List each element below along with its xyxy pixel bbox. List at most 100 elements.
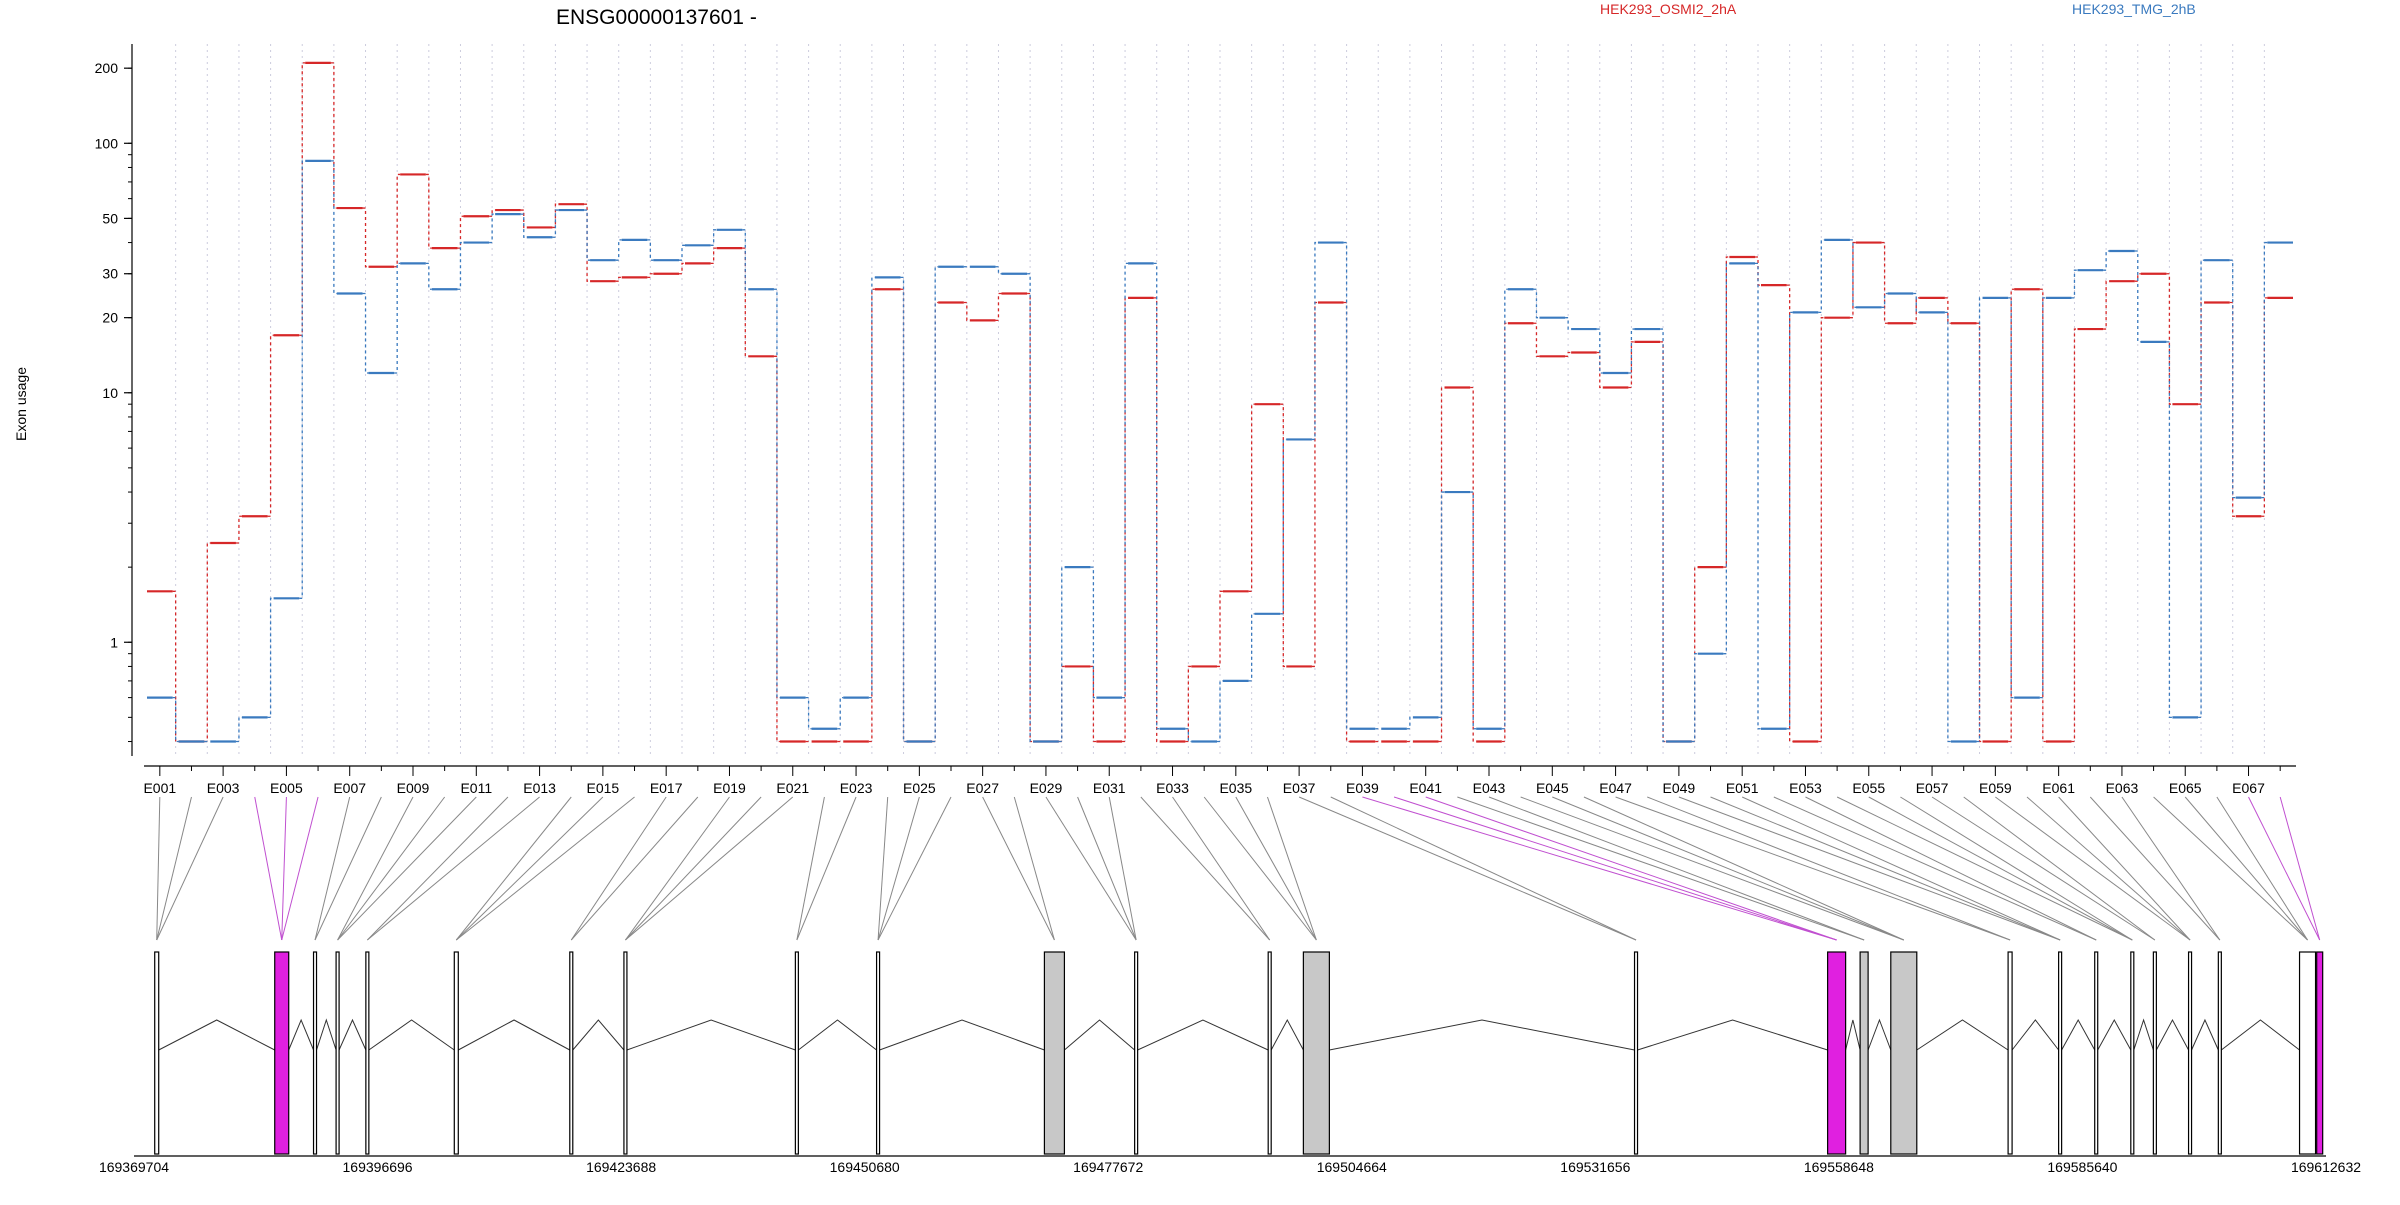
x-tick-label: E021 [776, 780, 809, 796]
series-connector [394, 262, 401, 374]
series-connector [330, 160, 337, 295]
exon-box [2316, 951, 2324, 1155]
y-tick-label: 200 [95, 60, 119, 76]
exon-connector [625, 796, 730, 941]
x-tick-label: E057 [1916, 780, 1949, 796]
x-tick-label: E059 [1979, 780, 2012, 796]
series-connector [742, 247, 749, 357]
series-connector [1944, 297, 1951, 324]
intron-line [2061, 1018, 2096, 1051]
series-connector [963, 301, 970, 322]
intron-line [1867, 1018, 1892, 1051]
series-connector [2103, 280, 2110, 330]
exon-connector [1235, 796, 1317, 941]
exon-connector [1520, 796, 1904, 941]
series-connector [1217, 680, 1223, 743]
intron-line [316, 1018, 337, 1051]
series-connector [932, 266, 939, 743]
exon-connector [1647, 796, 2011, 941]
intron-line [879, 1019, 1045, 1051]
series-connector [2134, 250, 2141, 343]
x-tick-label: E053 [1789, 780, 1822, 796]
genomic-coordinate-label: 169477672 [1073, 1159, 1143, 1175]
series-connector [457, 215, 464, 249]
exon-box [1827, 951, 1847, 1155]
exon-box [1134, 951, 1139, 1155]
series-connector [2071, 269, 2078, 299]
exon-box [1302, 951, 1330, 1155]
series-connector [1565, 351, 1572, 357]
series-connector [2008, 288, 2015, 743]
x-tick-label: E039 [1346, 780, 1379, 796]
x-tick-label: E019 [713, 780, 746, 796]
series-connector [1723, 256, 1730, 568]
series-connector [425, 173, 432, 249]
series-connector [1027, 292, 1034, 743]
series-connector [330, 62, 337, 209]
series-connector [1090, 665, 1097, 743]
series-connector [552, 209, 559, 238]
series-connector [647, 239, 654, 261]
series-connector [647, 273, 654, 279]
exon-connector [1266, 796, 1317, 941]
exon-connector [877, 796, 920, 941]
x-tick-label: E017 [650, 780, 683, 796]
intron-line [2221, 1019, 2300, 1051]
exon-box [274, 951, 290, 1155]
exon-connector [156, 796, 161, 941]
exon-connector [1931, 796, 2156, 941]
series-connector [679, 262, 685, 275]
exon-connector [1615, 796, 2011, 941]
exon-box [875, 951, 881, 1155]
series-connector [1470, 491, 1477, 730]
series-connector [235, 716, 242, 743]
exon-connector [1900, 796, 2133, 941]
exon-connector [1995, 796, 2191, 941]
series-connector [2229, 259, 2236, 499]
series-connector [1533, 288, 1540, 319]
series-connector [1406, 716, 1413, 730]
exon-connector [2153, 796, 2308, 941]
exon-box [623, 951, 628, 1155]
series-HEK293_TMG_2hB [147, 159, 2293, 743]
y-tick-label: 1 [110, 634, 118, 650]
exon-connector [2089, 796, 2221, 941]
series-connector [2039, 288, 2046, 743]
genomic-coordinate-label: 169369704 [99, 1159, 169, 1175]
exon-box [2094, 951, 2099, 1155]
exon-connector [1741, 796, 2061, 941]
series-connector [1786, 284, 1793, 743]
series-connector [679, 244, 685, 261]
exon-connector [796, 796, 857, 941]
series-connector [1185, 665, 1192, 743]
x-tick-label: E041 [1409, 780, 1442, 796]
series-connector [1596, 328, 1603, 374]
series-connector [805, 696, 812, 730]
exon-connector [625, 796, 794, 941]
x-tick-label: E037 [1283, 780, 1316, 796]
series-connector [773, 288, 780, 699]
exon-connector [254, 796, 283, 941]
x-tick-label: E061 [2042, 780, 2075, 796]
series-connector [1818, 239, 1825, 314]
exon-box [1267, 951, 1272, 1155]
exon-box [1859, 951, 1869, 1155]
x-tick-label: E035 [1219, 780, 1252, 796]
chart-title: ENSG00000137601 - [556, 6, 757, 29]
intron-line [1637, 1019, 1828, 1051]
x-tick-label: E055 [1852, 780, 1885, 796]
series-connector [1755, 256, 1761, 286]
series-connector [2071, 328, 2078, 743]
series-connector [362, 207, 369, 268]
exon-box [1043, 951, 1066, 1155]
exon-box [312, 951, 318, 1155]
exon-connector [2279, 796, 2321, 941]
series-connector [2261, 241, 2268, 499]
series-connector [710, 229, 717, 246]
exon-connector [2248, 796, 2321, 941]
x-tick-label: E045 [1536, 780, 1569, 796]
exon-box [2007, 951, 2013, 1155]
exon-box [2058, 951, 2063, 1155]
exon-connector [1045, 796, 1137, 941]
